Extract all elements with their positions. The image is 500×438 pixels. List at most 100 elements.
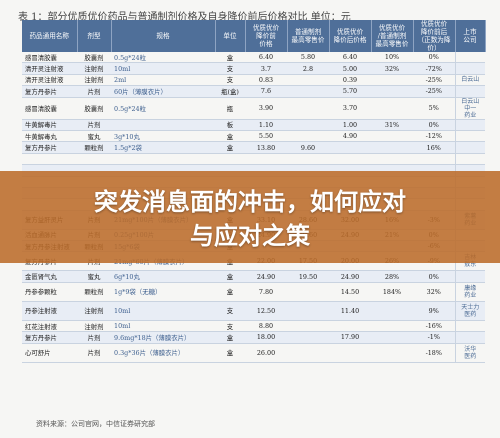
table-cell: 9.60 <box>287 141 329 154</box>
table-cell <box>371 343 413 363</box>
table-row: 清开灵注射液 注射剂 2ml 支 0.83 0.39 -25% 白云山 <box>22 74 485 87</box>
table-cell: 沃华 医药 <box>454 343 485 363</box>
table-cell: 7.80 <box>245 282 287 302</box>
table-row <box>22 164 485 177</box>
table-cell: 26.00 <box>245 343 287 363</box>
table-cell: 16% <box>413 141 455 154</box>
table-row: 感冒清胶囊 胶囊剂 0.5g*24粒盒 6.40 5.80 6.40 10% 0% <box>22 52 485 64</box>
table-cell: 0.39 <box>329 74 371 87</box>
table-cell: 盒 <box>215 52 245 64</box>
table-cell: 5% <box>413 97 455 120</box>
table-cell: -72% <box>413 62 455 75</box>
table-cell: 13.80 <box>245 141 287 154</box>
table-cell: 3.7 <box>245 62 287 75</box>
table-cell: 5.80 <box>287 52 329 64</box>
table-cell: 17.90 <box>329 331 371 344</box>
table-cell: 胶囊剂 <box>77 52 111 64</box>
table-cell <box>454 270 485 283</box>
column-header: 剂型 <box>77 20 112 52</box>
table-cell: 天士力 医药 <box>454 301 485 321</box>
column-header: 优质优价 降价前 价格 <box>245 20 288 52</box>
column-header: 药品通用名称 <box>22 20 78 52</box>
table-cell: 牛黄解毒丸 <box>22 130 77 143</box>
table-cell <box>454 119 485 131</box>
table-cell: 板 <box>215 119 245 131</box>
table-cell: 颗粒剂 <box>77 282 111 302</box>
table-cell: 2.8 <box>287 62 329 75</box>
table-cell: 8.80 <box>245 320 287 333</box>
table-cell <box>329 320 371 333</box>
table-cell: 60片（薄膜衣片） <box>111 85 215 98</box>
table-cell: 7.6 <box>245 85 287 98</box>
table-cell: 0.5g*24粒 <box>111 97 215 120</box>
column-header: 优质优价 降价前后 （正数为降 价） <box>413 20 456 52</box>
table-cell <box>287 130 329 143</box>
table-cell: 瓶 <box>215 97 245 120</box>
table-cell <box>329 153 371 166</box>
table-cell <box>454 52 485 64</box>
table-cell: -12% <box>413 130 455 143</box>
table-cell: 清开灵注射液 <box>22 74 77 87</box>
table-cell: 14.50 <box>329 282 371 302</box>
table-cell: 盒 <box>215 282 245 302</box>
table-cell: 31% <box>371 119 413 131</box>
table-cell: 复方丹参片 <box>22 141 77 154</box>
column-header: 上市 公司 <box>455 20 486 52</box>
table-cell <box>111 119 215 131</box>
table-cell: 片剂 <box>77 119 111 131</box>
table-cell: 康缘 药业 <box>454 282 485 302</box>
table-cell: 颗粒剂 <box>77 141 111 154</box>
table-cell: 32% <box>413 282 455 302</box>
table-cell: 24.90 <box>245 270 287 283</box>
table-cell: 32% <box>371 62 413 75</box>
table-cell: 184% <box>371 282 413 302</box>
table-cell <box>22 153 77 166</box>
table-cell: 6.40 <box>329 52 371 64</box>
table-cell: 0% <box>413 52 455 64</box>
table-cell: 丹参参颗粒 <box>22 282 77 302</box>
table-cell: 注射剂 <box>77 62 111 75</box>
table-cell: 1.5g*2袋 <box>111 141 215 154</box>
table-cell: 复方丹参片 <box>22 331 77 344</box>
table-cell: 3.70 <box>329 97 371 120</box>
table-cell <box>371 97 413 120</box>
table-cell: 1.10 <box>245 119 287 131</box>
headline-line-1: 突发消息面的冲击，如何应对 <box>94 188 406 216</box>
column-header: 普通制剂 最高零售价 <box>287 20 330 52</box>
table-cell: 9.6mg*18片（薄膜衣片） <box>111 331 215 344</box>
table-cell: 支 <box>215 301 245 321</box>
table-cell: 白云山 <box>454 74 485 87</box>
table-cell: 18.00 <box>245 331 287 344</box>
table-cell <box>287 97 329 120</box>
table-cell: 盒 <box>215 343 245 363</box>
table-cell: 24.90 <box>329 270 371 283</box>
table-cell: 支 <box>215 62 245 75</box>
table-cell <box>371 141 413 154</box>
table-row: 红花注射液 注射剂 10ml 支 8.80 -16% <box>22 320 485 333</box>
table-cell <box>454 153 485 166</box>
headline-line-2: 与应对之策 <box>190 222 310 250</box>
table-cell: 10ml <box>111 320 215 333</box>
table-cell: 9% <box>413 301 455 321</box>
table-cell <box>371 74 413 87</box>
table-cell <box>287 119 329 131</box>
table-cell: -18% <box>413 343 455 363</box>
table-cell: -16% <box>413 320 455 333</box>
table-cell: 盒 <box>215 270 245 283</box>
table-cell <box>245 153 287 166</box>
table-row: 牛黄解毒片 片剂 板 1.10 1.00 31% 0% <box>22 119 485 131</box>
table-row: 牛黄解毒丸 蜜丸 3g*10丸盒 5.50 4.90 -12% <box>22 130 485 143</box>
table-cell <box>329 343 371 363</box>
table-cell <box>371 331 413 344</box>
table-cell: 蜜丸 <box>77 130 111 143</box>
table-cell <box>454 130 485 143</box>
table-cell: 感冒清胶囊 <box>22 52 77 64</box>
table-cell <box>287 331 329 344</box>
table-cell: 复方丹参片 <box>22 85 77 98</box>
source-note: 资料来源：公司官网，中信证券研究部 <box>36 420 155 428</box>
table-cell <box>287 153 329 166</box>
table-cell: 10ml <box>111 301 215 321</box>
table-cell: 金匮肾气丸 <box>22 270 77 283</box>
table-cell: 注射剂 <box>77 74 111 87</box>
table-cell: 10ml <box>111 62 215 75</box>
